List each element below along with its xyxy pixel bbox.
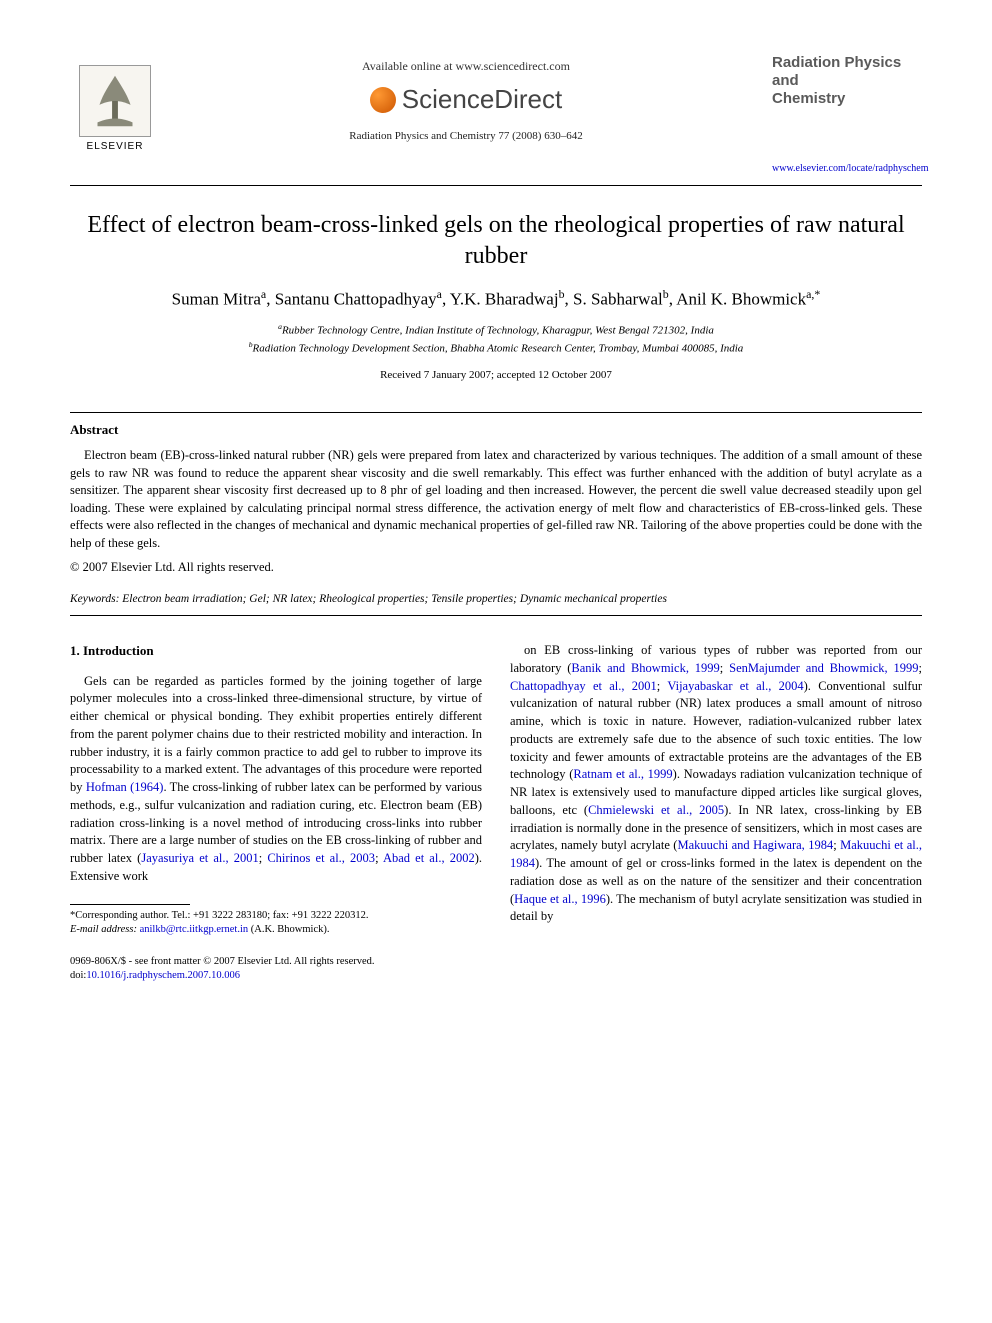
journal-homepage-link[interactable]: www.elsevier.com/locate/radphyschem xyxy=(772,162,922,177)
corresponding-email-link[interactable]: anilkb@rtc.iitkgp.ernet.in xyxy=(140,924,249,935)
body-columns: 1. Introduction Gels can be regarded as … xyxy=(70,642,922,937)
issn-line: 0969-806X/$ - see front matter © 2007 El… xyxy=(70,955,922,969)
abstract-top-rule xyxy=(70,412,922,413)
column-right: on EB cross-linking of various types of … xyxy=(510,642,922,937)
elsevier-logo: ELSEVIER xyxy=(70,54,160,154)
doi-label: doi: xyxy=(70,970,86,981)
affiliations: aRubber Technology Centre, Indian Instit… xyxy=(70,321,922,357)
abstract-copyright: © 2007 Elsevier Ltd. All rights reserved… xyxy=(70,558,922,576)
page-container: ELSEVIER Available online at www.science… xyxy=(0,0,992,1023)
email-label: E-mail address: xyxy=(70,924,137,935)
sciencedirect-wordmark: ScienceDirect xyxy=(402,81,562,119)
doi-link[interactable]: 10.1016/j.radphyschem.2007.10.006 xyxy=(86,970,240,981)
journal-title-line3: Chemistry xyxy=(772,90,845,107)
elsevier-wordmark: ELSEVIER xyxy=(87,140,144,155)
footnote-rule xyxy=(70,904,190,905)
abstract-body: Electron beam (EB)-cross-linked natural … xyxy=(70,447,922,552)
email-line: E-mail address: anilkb@rtc.iitkgp.ernet.… xyxy=(70,923,482,937)
journal-title-box: Radiation Physics and Chemistry www.else… xyxy=(772,54,922,177)
journal-title: Radiation Physics and Chemistry xyxy=(772,54,922,108)
article-title: Effect of electron beam-cross-linked gel… xyxy=(70,210,922,272)
keywords-bottom-rule xyxy=(70,615,922,616)
keywords-line: Keywords: Electron beam irradiation; Gel… xyxy=(70,591,922,608)
keywords-label: Keywords: xyxy=(70,593,119,605)
corresponding-author-footnote: *Corresponding author. Tel.: +91 3222 28… xyxy=(70,909,482,937)
doi-line: doi:10.1016/j.radphyschem.2007.10.006 xyxy=(70,969,922,983)
intro-heading: 1. Introduction xyxy=(70,642,482,660)
page-footer: 0969-806X/$ - see front matter © 2007 El… xyxy=(70,955,922,983)
intro-para-col2: on EB cross-linking of various types of … xyxy=(510,642,922,926)
column-left: 1. Introduction Gels can be regarded as … xyxy=(70,642,482,937)
email-author: (A.K. Bhowmick). xyxy=(251,924,330,935)
author-list: Suman Mitraa, Santanu Chattopadhyaya, Y.… xyxy=(70,286,922,311)
header-divider xyxy=(70,185,922,186)
sciencedirect-ball-icon xyxy=(370,87,396,113)
header-row: ELSEVIER Available online at www.science… xyxy=(70,54,922,177)
journal-title-line1: Radiation Physics xyxy=(772,54,901,71)
abstract-heading: Abstract xyxy=(70,421,922,440)
corresponding-line: *Corresponding author. Tel.: +91 3222 28… xyxy=(70,909,482,923)
journal-reference: Radiation Physics and Chemistry 77 (2008… xyxy=(160,129,772,145)
keywords-text: Electron beam irradiation; Gel; NR latex… xyxy=(122,593,667,605)
available-online-text: Available online at www.sciencedirect.co… xyxy=(160,58,772,75)
affiliation-b: bRadiation Technology Development Sectio… xyxy=(70,339,922,357)
intro-para-col1: Gels can be regarded as particles formed… xyxy=(70,673,482,886)
elsevier-tree-icon xyxy=(79,65,151,137)
article-dates: Received 7 January 2007; accepted 12 Oct… xyxy=(70,368,922,384)
center-header: Available online at www.sciencedirect.co… xyxy=(160,54,772,145)
affiliation-a: aRubber Technology Centre, Indian Instit… xyxy=(70,321,922,339)
sciencedirect-logo: ScienceDirect xyxy=(160,81,772,119)
journal-title-line2: and xyxy=(772,72,799,89)
